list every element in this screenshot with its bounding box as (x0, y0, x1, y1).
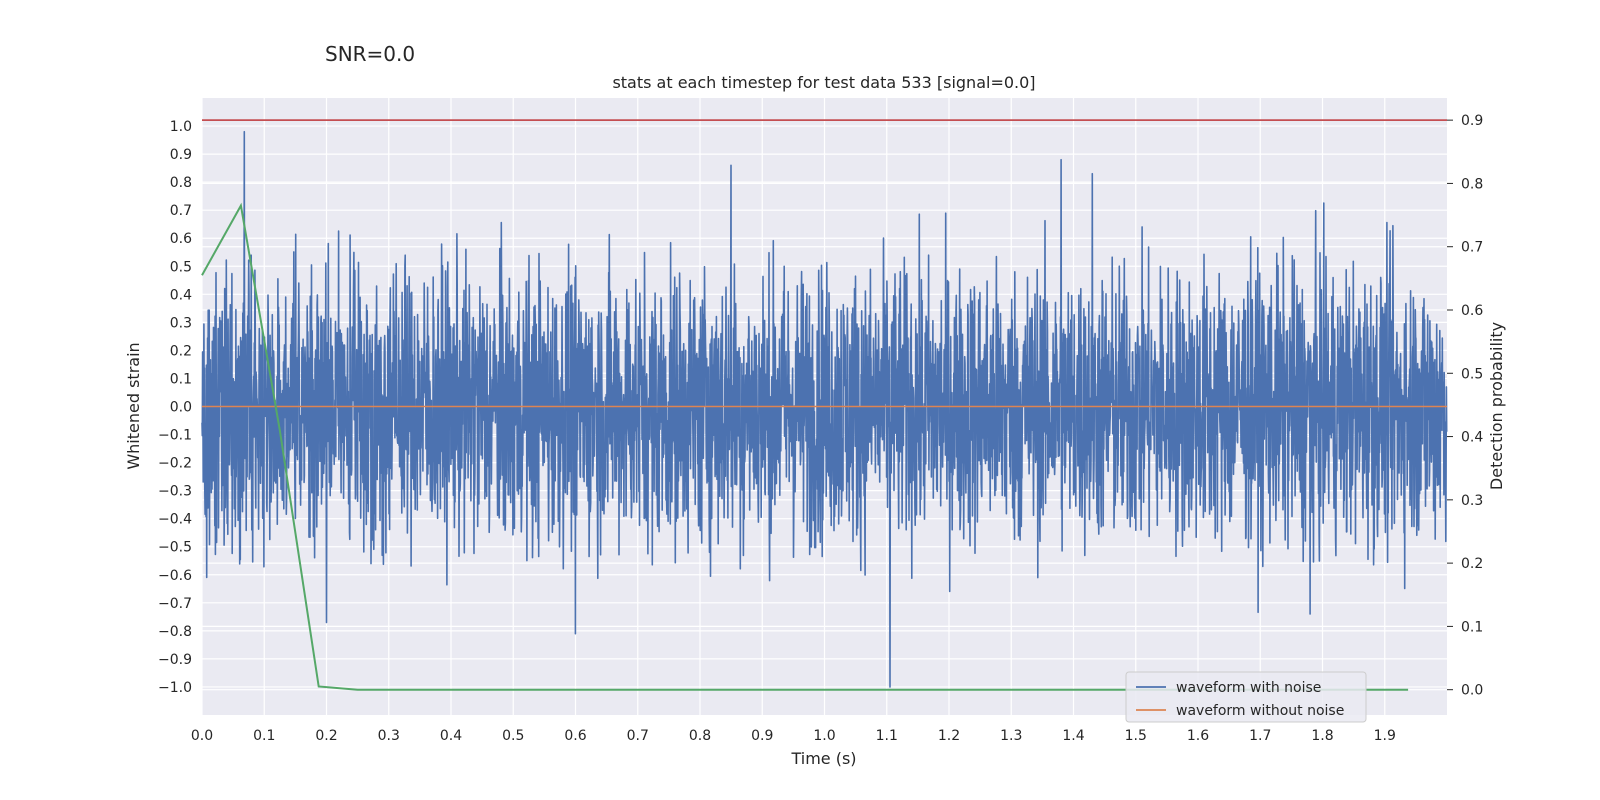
y-tick-label: −0.6 (158, 568, 192, 584)
x-tick-label: 0.9 (751, 728, 773, 744)
y2-axis-label: Detection probability (1487, 322, 1506, 490)
y2-tick-label: 0.3 (1461, 493, 1483, 509)
x-tick-label: 0.1 (253, 728, 275, 744)
x-tick-label: 0.2 (315, 728, 337, 744)
y-tick-label: −0.4 (158, 512, 192, 528)
x-tick-label: 1.6 (1187, 728, 1209, 744)
x-tick-label: 0.5 (502, 728, 524, 744)
y-tick-label: 0.3 (170, 315, 192, 331)
legend-label: waveform with noise (1176, 680, 1321, 696)
y-axis-label: Whitened strain (124, 342, 143, 469)
y-tick-label: 0.8 (170, 175, 192, 191)
series-waveform-with-noise (201, 130, 1448, 688)
y-tick-label: 0.9 (170, 147, 192, 163)
legend-box (1125, 671, 1367, 723)
y-tick-label: −0.2 (158, 456, 192, 472)
y2-tick-label: 0.6 (1461, 303, 1483, 319)
x-tick-label: 1.4 (1062, 728, 1084, 744)
legend: waveform with noise waveform without nois… (1125, 671, 1367, 723)
x-tick-label: 0.0 (191, 728, 213, 744)
axes-layer: 0.0 0.1 0.2 0.3 0.4 0.5 0.6 0.7 0.8 0.9 1.0 1.1 1.2 1… (158, 113, 1483, 744)
y-tick-label: −0.3 (158, 484, 192, 500)
legend-label: waveform without noise (1176, 703, 1344, 719)
x-tick-label: 1.8 (1311, 728, 1333, 744)
x-tick-label: 0.6 (564, 728, 586, 744)
y-tick-label: −0.8 (158, 624, 192, 640)
y-tick-label: 0.7 (170, 203, 192, 219)
y-tick-label: 0.4 (170, 287, 192, 303)
x-tick-label: 1.3 (1000, 728, 1022, 744)
y-tick-label: 0.6 (170, 231, 192, 247)
y2-tick-label: 0.2 (1461, 556, 1483, 572)
x-tick-label: 0.4 (440, 728, 462, 744)
y2-tick-label: 0.4 (1461, 430, 1483, 446)
y-tick-label: 0.1 (170, 371, 192, 387)
y2-tick-label: 0.7 (1461, 240, 1483, 256)
x-tick-label: 1.5 (1125, 728, 1147, 744)
y-tick-label: −0.1 (158, 428, 192, 444)
x-tick-label: 0.3 (378, 728, 400, 744)
x-tick-label: 1.1 (876, 728, 898, 744)
y2-tick-label: 0.5 (1461, 366, 1483, 382)
x-tick-label: 1.7 (1249, 728, 1271, 744)
y2-tick-label: 0.0 (1461, 683, 1483, 699)
x-tick-label: 0.8 (689, 728, 711, 744)
y2-tick-label: 0.8 (1461, 176, 1483, 192)
chart-title: stats at each timestep for test data 533… (612, 73, 1035, 92)
x-tick-label: 0.7 (627, 728, 649, 744)
y-tick-label: −0.5 (158, 540, 192, 556)
y-tick-label: −0.9 (158, 652, 192, 668)
y-tick-label: −0.7 (158, 596, 192, 612)
y2-tick-label: 0.9 (1461, 113, 1483, 129)
y-tick-label: 0.2 (170, 343, 192, 359)
x-tick-label: 1.2 (938, 728, 960, 744)
x-tick-label: 1.9 (1374, 728, 1396, 744)
y-tick-label: 1.0 (170, 119, 192, 135)
y-tick-label: 0.0 (170, 400, 192, 416)
x-axis-label: Time (s) (790, 749, 856, 768)
y-tick-label: −1.0 (158, 680, 192, 696)
y2-tick-label: 0.1 (1461, 619, 1483, 635)
figure-suptitle: SNR=0.0 (325, 42, 416, 66)
x-tick-label: 1.0 (813, 728, 835, 744)
y-tick-label: 0.5 (170, 259, 192, 275)
